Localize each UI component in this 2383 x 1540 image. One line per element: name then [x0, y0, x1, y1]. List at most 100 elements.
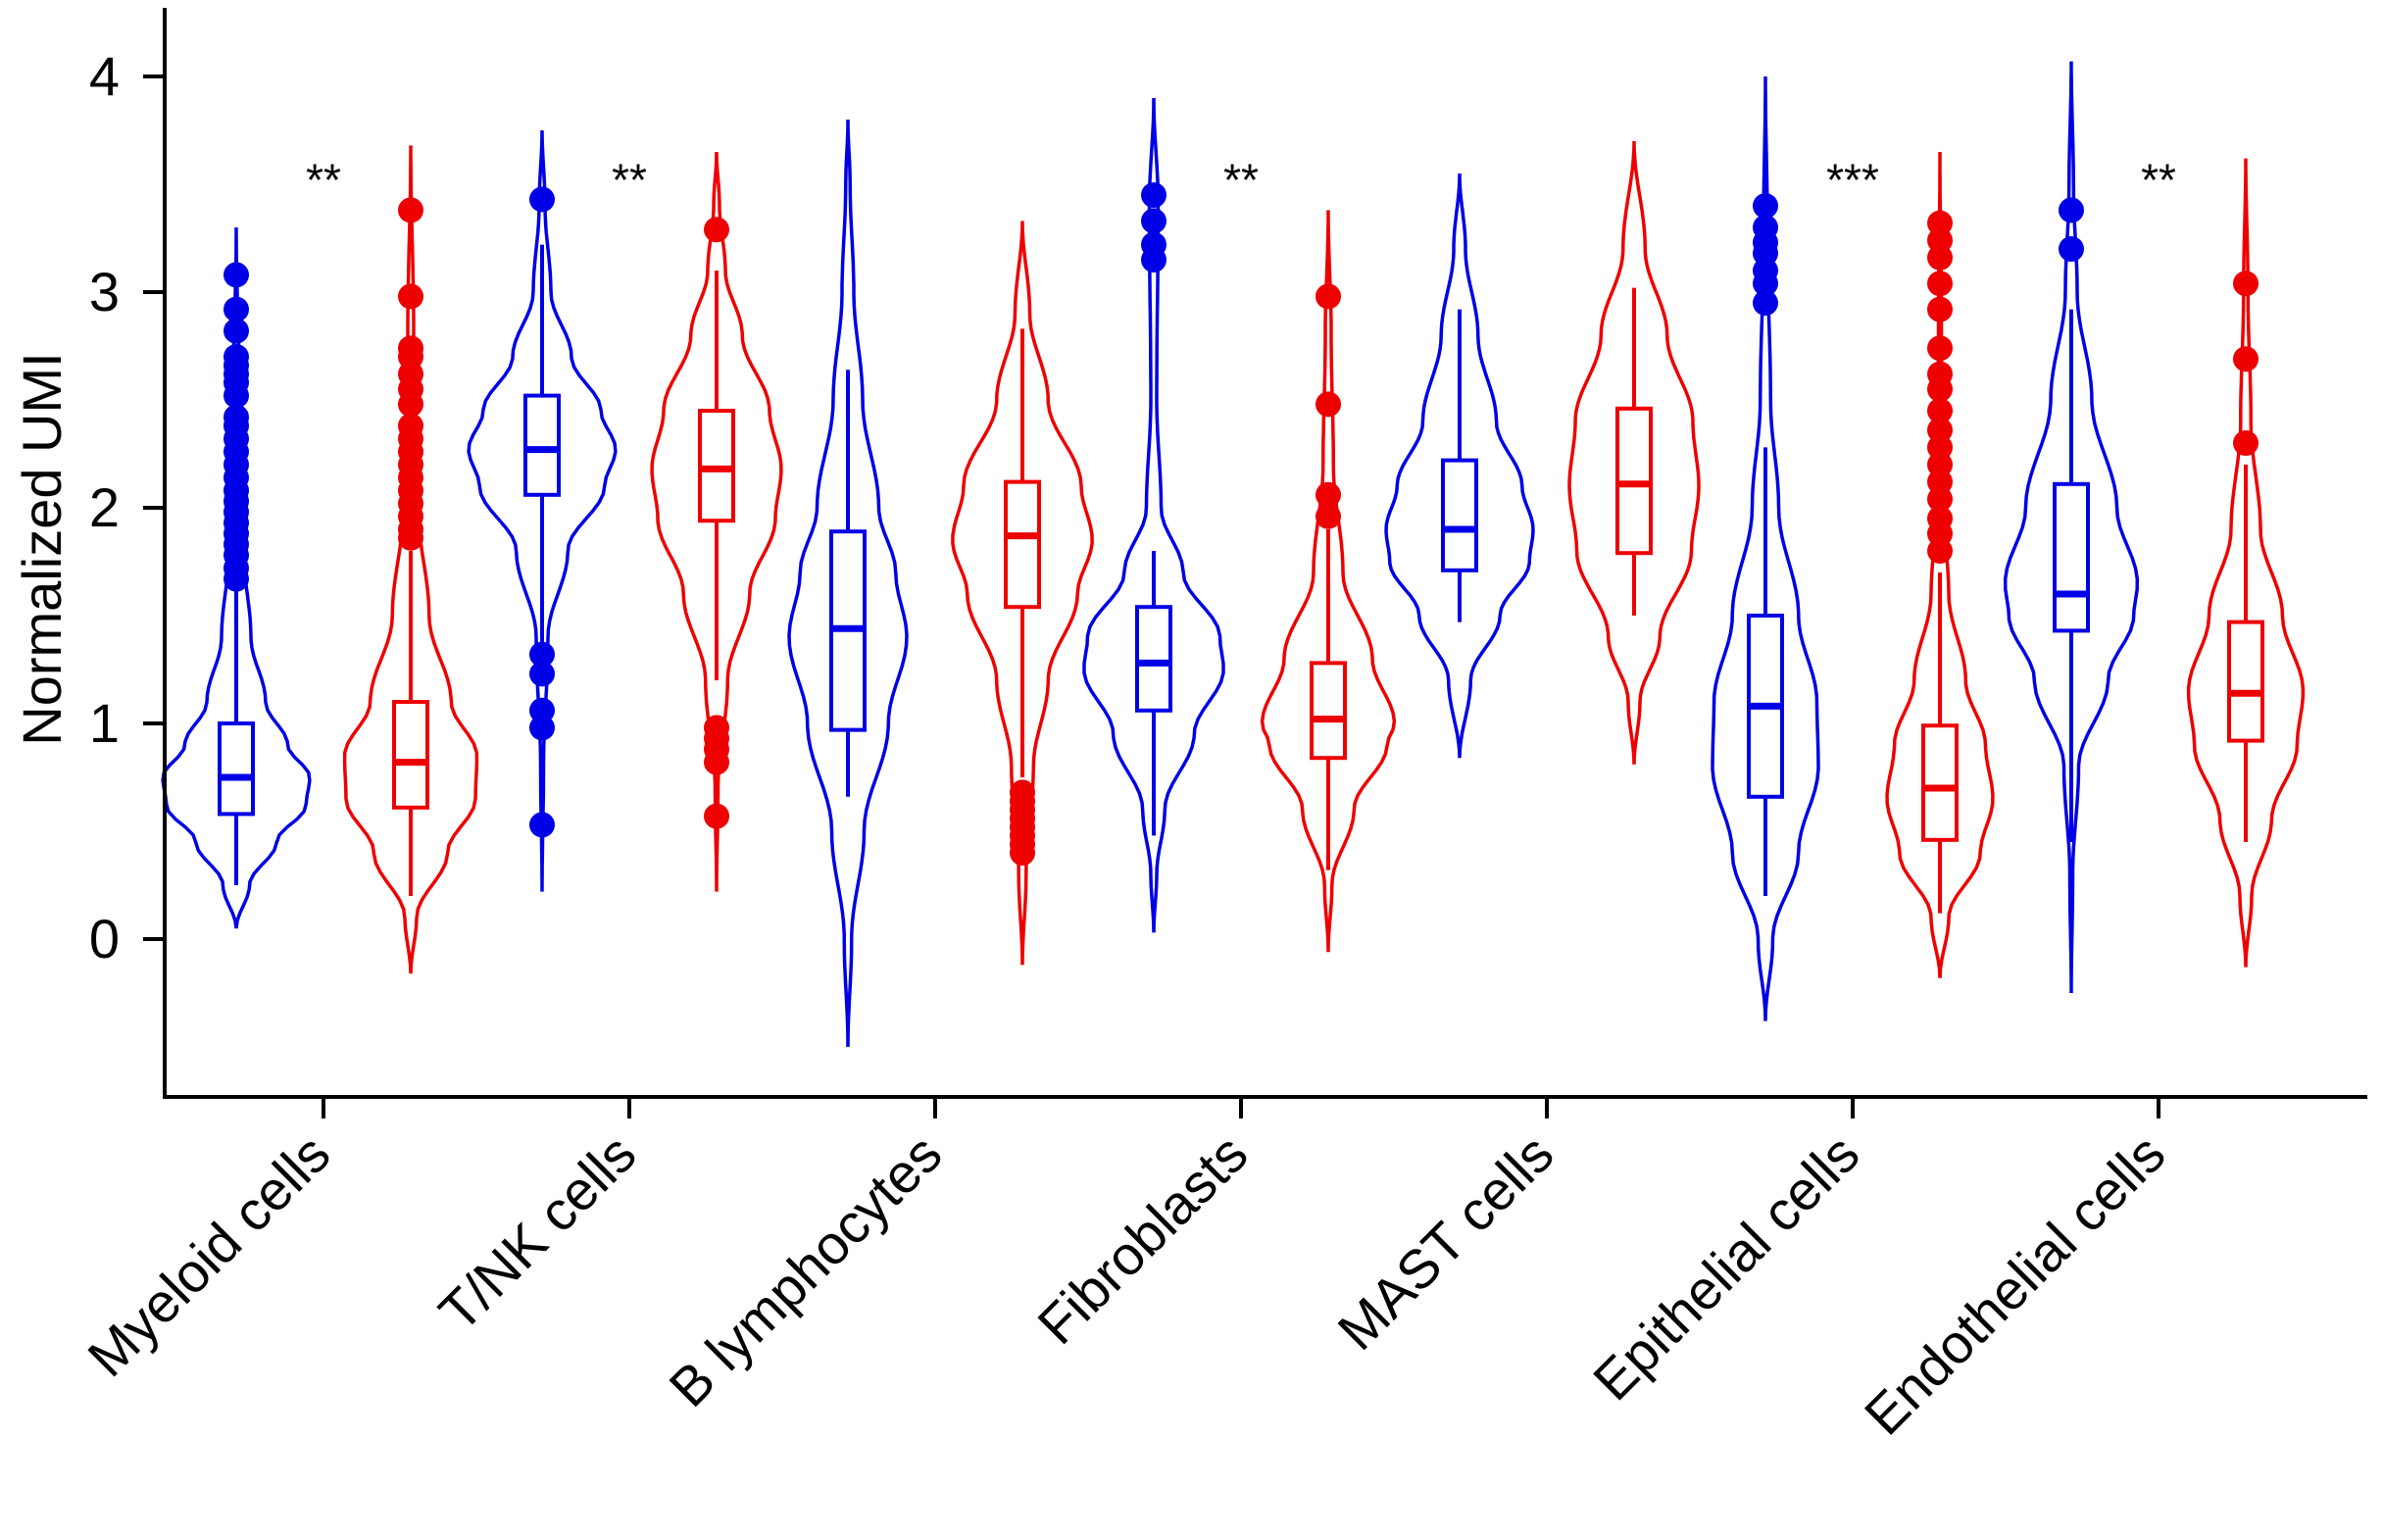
outlier-point	[1753, 215, 1778, 240]
outlier-point	[529, 661, 555, 687]
violin-outline	[951, 221, 1094, 966]
violin-outline	[467, 129, 618, 892]
x-tick-label: Fibroblasts	[1025, 1122, 1259, 1356]
violin-outline	[787, 119, 909, 1048]
outlier-point	[1141, 231, 1167, 258]
outlier-point	[398, 197, 423, 224]
outlier-point	[1927, 296, 1953, 323]
violin-outline	[1567, 140, 1701, 765]
x-tick-label: B lymphocytes	[657, 1122, 953, 1418]
y-tick-label: 0	[89, 908, 120, 969]
y-axis-title: Normalized UMI	[11, 352, 73, 745]
outlier-point	[223, 262, 249, 288]
y-tick-label: 2	[89, 476, 120, 538]
iqr-box	[218, 721, 255, 817]
x-tick-label: MAST cells	[1325, 1122, 1564, 1362]
violin-outline	[1885, 152, 1995, 978]
outlier-point	[223, 404, 249, 430]
violin-group-b-lymphocytes-group-red	[951, 221, 1094, 966]
outlier-point	[1316, 481, 1341, 508]
violin-outline	[1384, 173, 1535, 759]
violin-outline	[1082, 97, 1225, 933]
outlier-point	[1927, 506, 1953, 531]
violin-outline	[1260, 210, 1397, 953]
outlier-point	[1316, 503, 1341, 529]
outlier-point	[529, 186, 555, 213]
violin-outline	[1711, 76, 1820, 1021]
x-tick-label: Myeloid cells	[75, 1122, 341, 1388]
significance-label-t-nk-cells: **	[612, 155, 647, 206]
iqr-box	[2227, 620, 2264, 743]
outlier-point	[223, 318, 249, 344]
outlier-point	[704, 803, 729, 829]
iqr-box	[2053, 481, 2090, 633]
plot-area: ** ** ** *** **	[161, 61, 2306, 1048]
iqr-box	[1921, 723, 1959, 842]
violin-group-fibroblasts-group-blue	[1082, 97, 1225, 933]
outlier-point	[2059, 197, 2084, 224]
significance-label-fibroblasts: **	[1223, 155, 1259, 206]
violin-outline	[161, 227, 312, 929]
significance-label-myeloid-cells: **	[306, 155, 341, 206]
violin-group-mast-cells-group-red	[1567, 140, 1701, 765]
outlier-point	[704, 217, 729, 243]
outlier-point	[2233, 271, 2259, 297]
violin-outline	[2003, 61, 2140, 993]
violin-group-endothelial-cells-group-red	[2186, 158, 2306, 968]
outlier-point	[529, 812, 555, 838]
outlier-point	[1316, 283, 1341, 310]
x-tick-label: Endothelial cells	[1853, 1122, 2177, 1447]
iqr-box	[523, 393, 561, 497]
violin-outline	[342, 145, 479, 974]
outlier-point	[1141, 208, 1167, 234]
x-tick-label: Epithelial cells	[1581, 1122, 1870, 1412]
violin-group-fibroblasts-group-red	[1260, 210, 1397, 953]
significance-label-epithelial-cells: ***	[1826, 155, 1879, 206]
significance-label-endothelial-cells: **	[2141, 155, 2176, 206]
violin-group-myeloid-cells-group-red	[342, 145, 479, 974]
outlier-point	[529, 641, 555, 668]
outlier-point	[1141, 182, 1167, 208]
outlier-point	[2059, 236, 2084, 262]
outlier-point	[2233, 346, 2259, 373]
outlier-point	[1927, 398, 1953, 423]
y-tick-label: 4	[89, 45, 120, 107]
outlier-point	[1753, 193, 1778, 219]
iqr-box	[1135, 605, 1172, 713]
iqr-box	[1004, 479, 1041, 610]
violin-group-myeloid-cells-group-blue	[161, 227, 312, 929]
y-axis-ticks: 0 1 2 3 4	[89, 45, 165, 969]
outlier-point	[1753, 290, 1778, 316]
x-tick-label: T/NK cells	[427, 1122, 648, 1343]
outlier-point	[223, 296, 249, 323]
y-tick-label: 3	[89, 261, 120, 323]
outlier-point	[1927, 417, 1953, 443]
iqr-box	[392, 700, 429, 810]
outlier-point	[398, 413, 423, 439]
outlier-point	[704, 715, 729, 741]
violin-group-epithelial-cells-group-red	[1885, 152, 1995, 978]
outlier-point	[2233, 430, 2259, 456]
outlier-point	[1927, 271, 1953, 297]
violin-group-epithelial-cells-group-blue	[1711, 76, 1820, 1021]
outlier-point	[1927, 361, 1953, 387]
outlier-point	[1010, 779, 1035, 806]
violin-outline	[650, 151, 783, 892]
violin-group-endothelial-cells-group-blue	[2003, 61, 2140, 993]
violin-outline	[2186, 158, 2306, 968]
outlier-point	[1316, 391, 1341, 418]
outlier-point	[398, 283, 423, 310]
violin-group-t-nk-cells-group-red	[650, 151, 783, 892]
y-tick-label: 1	[89, 692, 120, 754]
violin-group-b-lymphocytes-group-blue	[787, 119, 909, 1048]
outlier-point	[398, 335, 423, 362]
violin-group-mast-cells-group-blue	[1384, 173, 1535, 759]
violin-group-t-nk-cells-group-blue	[467, 129, 618, 892]
outlier-point	[529, 697, 555, 723]
outlier-point	[223, 344, 249, 370]
iqr-box	[1441, 458, 1478, 572]
outlier-point	[1927, 335, 1953, 362]
iqr-box	[1310, 661, 1347, 761]
x-axis-ticks: Myeloid cells T/NK cells B lymphocytes Fibr…	[75, 1097, 2176, 1447]
